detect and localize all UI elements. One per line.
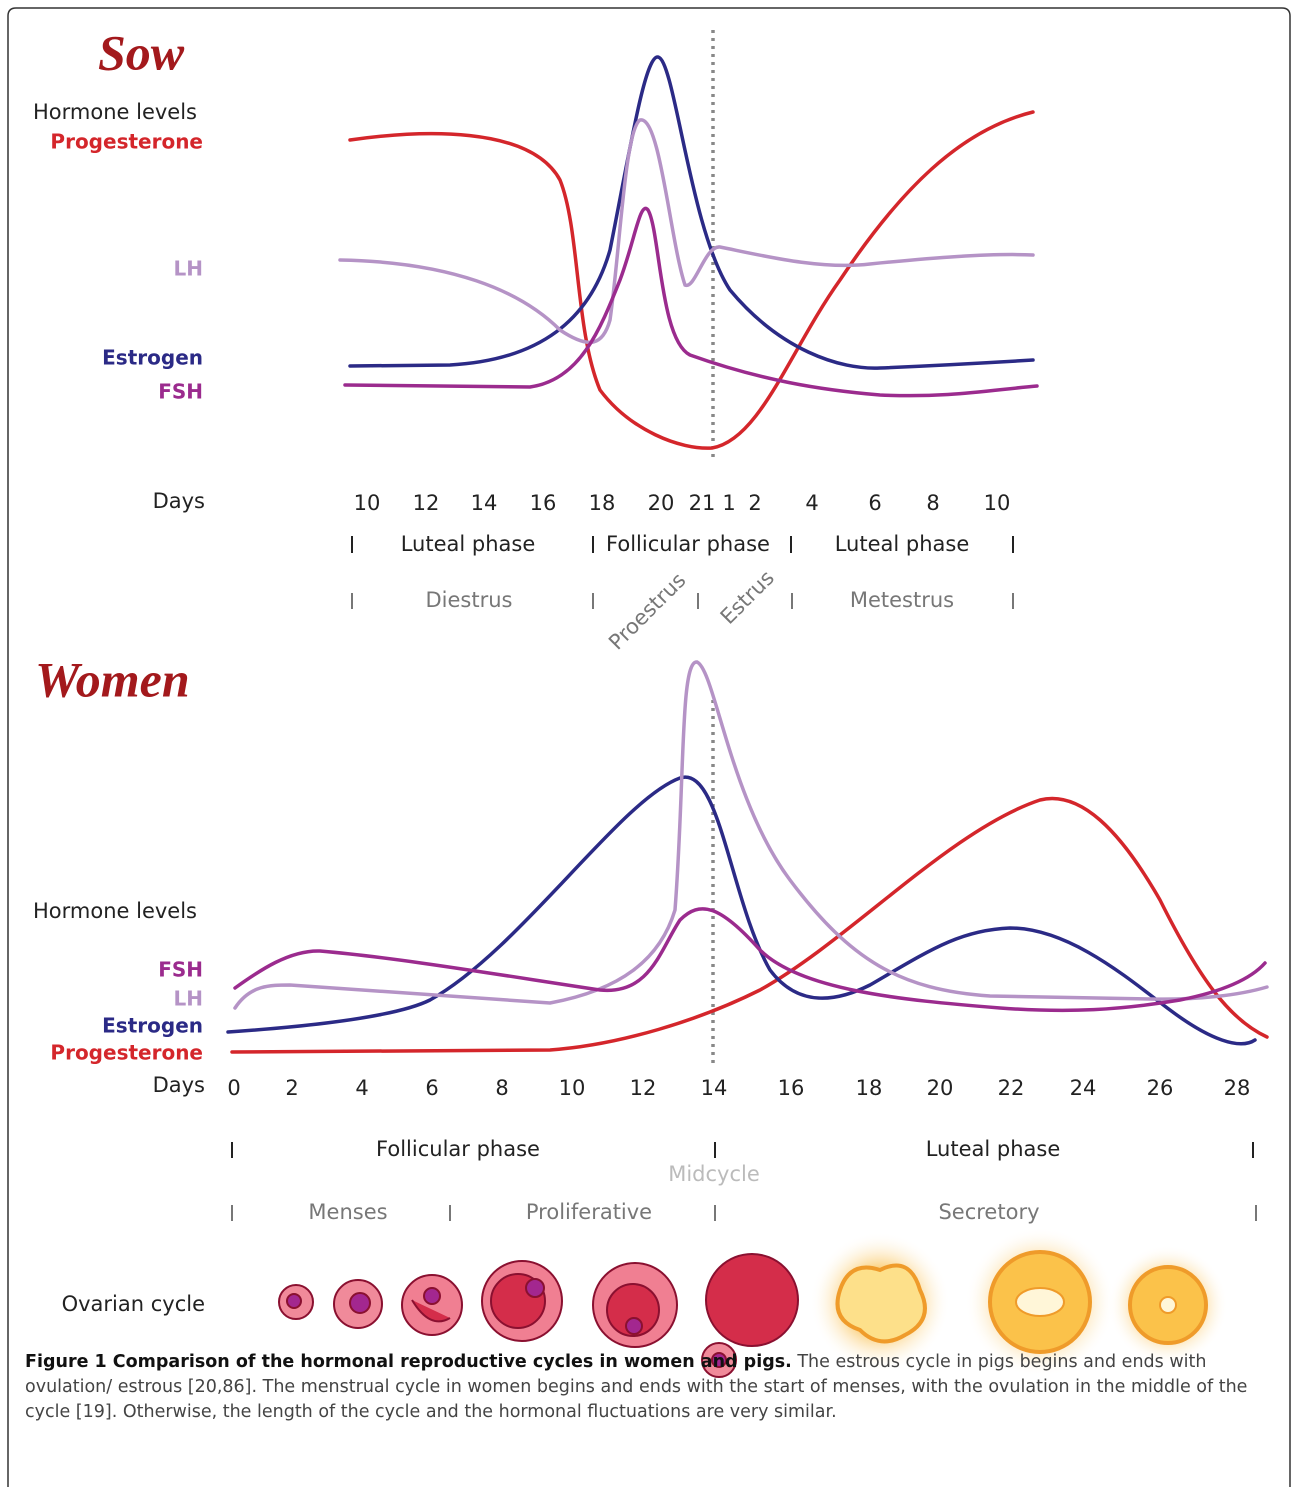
- day-label: 20: [927, 1076, 954, 1100]
- stage-label: Proestrus: [604, 568, 690, 654]
- day-label: 8: [495, 1076, 508, 1100]
- phase-label: Luteal phase: [401, 532, 536, 556]
- women-lh: [233, 660, 1269, 1010]
- stage-label: Menses: [308, 1200, 387, 1224]
- day-label: 21: [689, 491, 716, 515]
- day-label: 20: [648, 491, 675, 515]
- day-label: 24: [1070, 1076, 1097, 1100]
- day-label: 8: [926, 491, 939, 515]
- midcycle-label: Midcycle: [668, 1162, 760, 1186]
- stage-label: Diestrus: [426, 588, 513, 612]
- day-label: 2: [748, 491, 761, 515]
- day-label: 22: [998, 1076, 1025, 1100]
- day-label: 28: [1224, 1076, 1251, 1100]
- phase-label: Follicular phase: [606, 532, 770, 556]
- day-label: 14: [471, 491, 498, 515]
- day-label: 16: [530, 491, 557, 515]
- legend-label: LH: [174, 987, 203, 1011]
- day-label: 12: [413, 491, 440, 515]
- day-label: 6: [425, 1076, 438, 1100]
- stage-label: Metestrus: [850, 588, 954, 612]
- frame: [7, 7, 1291, 1487]
- legend-label: FSH: [158, 958, 203, 982]
- day-label: 14: [701, 1076, 728, 1100]
- women-title: Women: [35, 651, 190, 707]
- sow-title: Sow: [98, 24, 185, 80]
- phase-label: Luteal phase: [926, 1137, 1061, 1161]
- stage-label: Secretory: [938, 1200, 1039, 1224]
- women-estrogen: [226, 775, 1257, 1046]
- women-progesterone: [230, 796, 1269, 1054]
- legend-label: Progesterone: [50, 1041, 203, 1065]
- women-days-label: Days: [153, 1073, 205, 1097]
- sow-days-label: Days: [153, 489, 205, 513]
- legend-label: Estrogen: [102, 346, 203, 370]
- day-label: 10: [984, 491, 1011, 515]
- day-label: 18: [589, 491, 616, 515]
- stage-label: Proliferative: [526, 1200, 652, 1224]
- day-label: 10: [559, 1076, 586, 1100]
- ovarian-label: Ovarian cycle: [62, 1292, 205, 1316]
- phase-label: Luteal phase: [835, 532, 970, 556]
- caption-bold: Figure 1 Comparison of the hormonal repr…: [25, 1352, 792, 1372]
- day-label: 18: [856, 1076, 883, 1100]
- day-label: 26: [1147, 1076, 1174, 1100]
- day-label: 4: [355, 1076, 368, 1100]
- legend-label: Estrogen: [102, 1014, 203, 1038]
- sow-separators: [351, 536, 1014, 609]
- day-label: 16: [778, 1076, 805, 1100]
- sow-y-label: Hormone levels: [33, 100, 197, 124]
- day-label: 2: [285, 1076, 298, 1100]
- sow-estrogen: [348, 55, 1035, 370]
- ovarian-cycle-icons: [278, 1227, 1228, 1378]
- caption: Figure 1 Comparison of the hormonal repr…: [25, 1350, 1275, 1425]
- women-y-label: Hormone levels: [33, 899, 197, 923]
- women-fsh: [233, 907, 1267, 1013]
- day-label: 0: [227, 1076, 240, 1100]
- legend-label: FSH: [158, 380, 203, 404]
- caption-text: The estrous cycle in pigs begins and end…: [25, 1352, 1248, 1422]
- day-label: 12: [630, 1076, 657, 1100]
- day-label: 6: [868, 491, 881, 515]
- day-label: 10: [354, 491, 381, 515]
- sow-lh: [338, 118, 1035, 345]
- stage-label: Estrus: [716, 566, 779, 629]
- legend-label: LH: [174, 257, 203, 281]
- legend-label: Progesterone: [50, 130, 203, 154]
- day-label: 1: [722, 491, 735, 515]
- sow-fsh: [343, 206, 1039, 398]
- phase-label: Follicular phase: [376, 1137, 540, 1161]
- women-separators: [231, 1142, 1257, 1221]
- day-label: 4: [805, 491, 818, 515]
- sow-progesterone: [348, 110, 1035, 450]
